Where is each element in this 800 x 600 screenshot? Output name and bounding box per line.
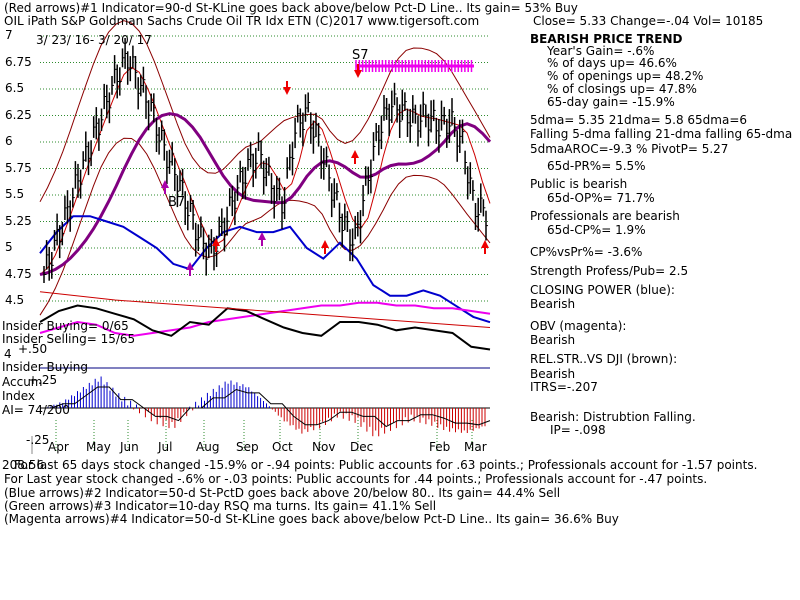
footer-green-arrows: (Green arrows)#3 Indicator=10-day RSQ ma… [4, 499, 437, 513]
close-change-volume: Close= 5.33 Change=-.04 Vol= 10185 [533, 14, 764, 28]
professionals-status: Professionals are bearish [530, 209, 680, 223]
magenta-buy-arrow [161, 180, 169, 188]
accumulation-histogram [40, 376, 491, 437]
accum-minus25-label: -.25 [26, 433, 50, 447]
x-tick-label: Apr [48, 440, 69, 454]
relative-strength-line [39, 304, 491, 351]
accum-label: Accum [2, 375, 43, 389]
insider-buying-label: Insider Buying [2, 360, 88, 374]
dma-values: 5dma= 5.35 21dma= 5.8 65dma=6 [530, 113, 748, 127]
ip-value: IP= -.098 [550, 423, 606, 437]
footer-magenta-arrows: (Magenta arrows)#4 Indicator=50-d St-KLi… [4, 512, 619, 526]
closing-power-title: CLOSING POWER (blue): [530, 283, 675, 297]
x-tick-label: Jun [120, 440, 139, 454]
openings-up: % of openings up= 48.2% [547, 69, 704, 83]
footer-line-65days: For last 65 days stock changed -15.9% or… [14, 458, 758, 472]
cp-vs-pr: CP%vsPr%= -3.6% [530, 245, 643, 259]
y-tick-label: 6.25 [5, 107, 32, 122]
strength-ratio: Strength Profess/Pub= 2.5 [530, 264, 689, 278]
x-tick-label: May [86, 440, 111, 454]
obv-title: OBV (magenta): [530, 319, 627, 333]
itrs-value: ITRS=-.207 [530, 380, 598, 394]
relstr-title: REL.STR..VS DJI (brown): [530, 352, 678, 366]
index-label: Index [2, 389, 36, 403]
x-tick-label: Mar [464, 440, 487, 454]
red-buy-arrow [351, 150, 359, 158]
y-tick-label: 4.5 [5, 293, 25, 307]
relstr-ma-line [39, 291, 491, 328]
signal-label-b7: B7 [168, 195, 186, 210]
aroc-pivot: 5dmaAROC=-9.3 % PivotP= 5.27 [530, 142, 729, 156]
signal-label-s7: S7 [352, 48, 369, 63]
x-tick-label: Nov [312, 440, 336, 454]
insider-selling-count: Insider Selling= 15/65 [2, 332, 136, 346]
years-gain: Year's Gain= -.6% [547, 44, 655, 58]
trend-heading: BEARISH PRICE TREND [530, 32, 683, 46]
days-up: % of days up= 46.6% [547, 56, 677, 70]
date-range: 3/ 23/ 16- 3/ 20/ 17 [36, 33, 152, 47]
price-bars [43, 38, 488, 283]
signal-arrows [161, 60, 489, 276]
x-tick-label: Aug [196, 440, 220, 454]
footer-prefix: 208.56 [2, 458, 44, 472]
y-tick-label: 5.25 [5, 213, 32, 228]
chart-title: OIL iPath S&P Goldman Sachs Crude Oil TR… [4, 14, 480, 28]
footer-line-year: For Last year stock changed -.6% or -.03… [4, 472, 708, 486]
accum-plus25-label: +.25 [28, 373, 58, 387]
y-tick-label: 5 [5, 240, 13, 254]
dma-falling: Falling 5-dma falling 21-dma falling 65-… [530, 127, 793, 141]
obv-value: Bearish [530, 333, 576, 347]
y-tick-label: 6.75 [5, 54, 32, 69]
distribution-status: Bearish: Distrubtion Falling. [530, 410, 696, 424]
x-tick-label: Jul [158, 440, 173, 454]
red-buy-arrow [212, 238, 220, 246]
y-tick-label: 6 [5, 134, 13, 148]
closing-power-value: Bearish [530, 297, 576, 311]
header-indicator-1: (Red arrows)#1 Indicator=90-d St-KLine g… [4, 1, 578, 15]
chart-gridlines [31, 35, 490, 454]
accum-plus50-label: +.50 [18, 342, 48, 356]
ai-label: AI= 74/200 [2, 403, 70, 417]
x-tick-label: Feb [429, 440, 451, 454]
red-sell-arrow [354, 70, 362, 78]
y-tick-label: 5.75 [5, 160, 32, 175]
magenta-buy-arrow [258, 232, 266, 240]
scale-four-label: 4 [4, 347, 12, 361]
y-tick-label: 6.5 [5, 81, 25, 95]
public-status: Public is bearish [530, 177, 628, 191]
closing-power-line [39, 215, 491, 324]
red-sell-arrow [283, 87, 291, 95]
footer-blue-arrows: (Blue arrows)#2 Indicator=50-d St-PctD g… [4, 486, 561, 500]
x-tick-label: Dec [350, 440, 374, 454]
x-tick-label: Oct [272, 440, 293, 454]
y-tick-label: 4.75 [5, 266, 32, 281]
x-tick-label: Sep [236, 440, 259, 454]
insider-buying-count: Insider Buying= 0/65 [2, 319, 129, 333]
y-tick-label: 5.5 [5, 187, 25, 201]
cp-65: 65d-CP%= 1.9% [547, 223, 646, 237]
indicator-lines [39, 215, 491, 351]
obv-line [39, 301, 491, 337]
magenta-buy-arrow [186, 262, 194, 270]
closings-up: % of closings up= 47.8% [547, 82, 697, 96]
relstr-value: Bearish [530, 367, 576, 381]
red-buy-arrow [321, 240, 329, 248]
gain-65: 65-day gain= -15.9% [547, 95, 675, 109]
upper-band [39, 20, 491, 203]
accum-ma-line [40, 386, 491, 428]
ma-65-line [39, 112, 492, 276]
op-65: 65d-OP%= 71.7% [547, 191, 655, 205]
pr-65: 65d-PR%= 5.5% [547, 159, 646, 173]
red-buy-arrow [481, 240, 489, 248]
lower-band [39, 137, 491, 316]
y-tick-label: 7 [5, 28, 13, 42]
